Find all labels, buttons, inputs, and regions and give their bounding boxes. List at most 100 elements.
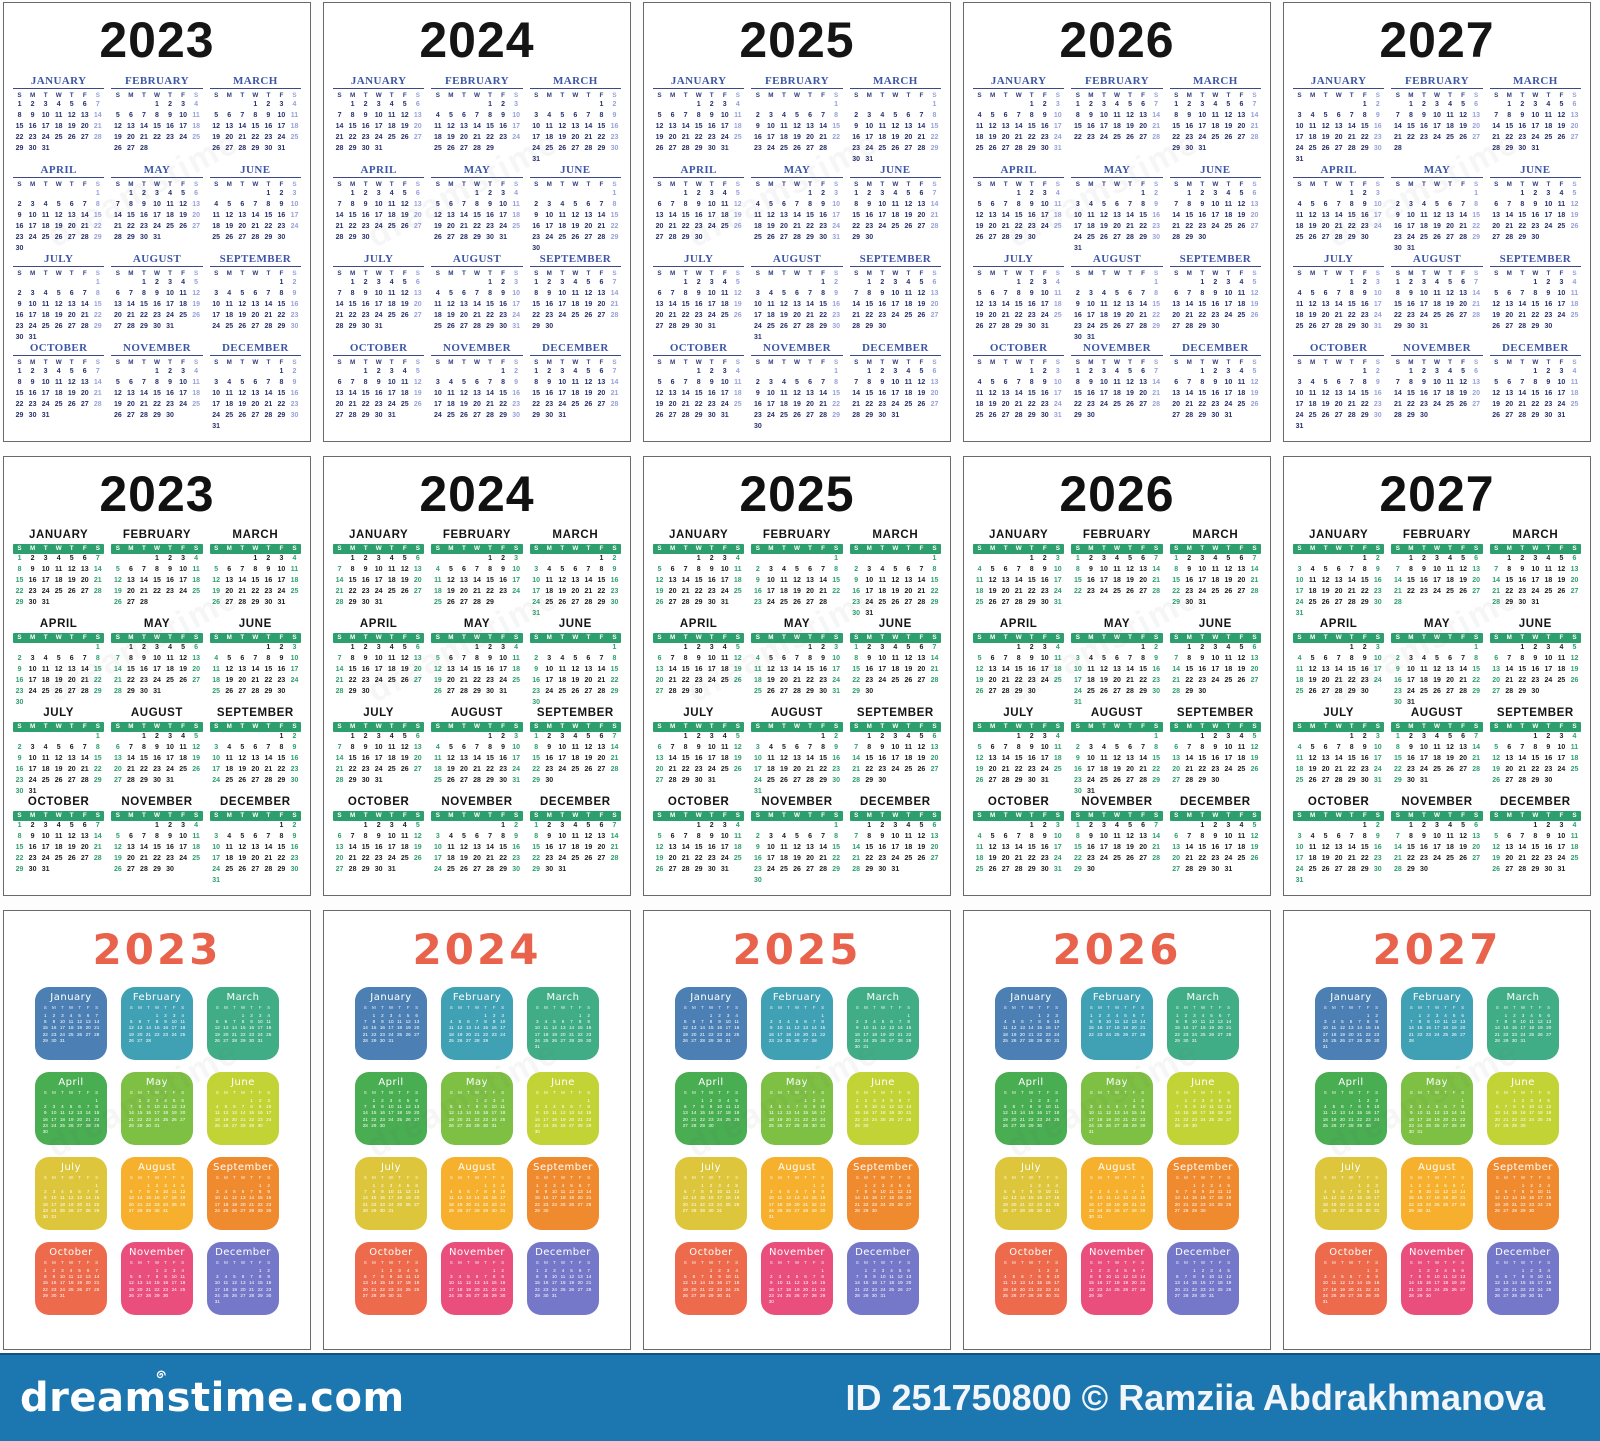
day-cell: 16 bbox=[852, 588, 861, 595]
weekday-letter: S bbox=[534, 92, 539, 99]
days-grid: 1 2 3 4 5 6 7 8 9 10 11 12 13 14 15 16 17 18 19 20 21 22 23 24 2… bbox=[850, 101, 941, 167]
day-cell: 12 bbox=[238, 301, 247, 308]
day-cell: 13 bbox=[413, 290, 422, 297]
day-cell: 5 bbox=[194, 733, 199, 740]
day-cell: 26 bbox=[225, 234, 234, 241]
days-grid: 1 2 3 4 5 6 7 8 9 10 11 12 13 14 15 16 17 18 19 20 21 22 23 24 2… bbox=[333, 733, 424, 788]
weekday-letter: F bbox=[1461, 723, 1466, 730]
day-cell: 8 bbox=[1154, 744, 1159, 751]
day-cell: 19 bbox=[433, 677, 442, 684]
weekday-letter: S bbox=[1154, 270, 1159, 277]
day-cell: 24 bbox=[1557, 312, 1566, 319]
weekday-letter: S bbox=[415, 545, 420, 552]
day-cell: 10 bbox=[179, 379, 187, 386]
day-cell: 9 bbox=[501, 112, 506, 119]
day-cell: 22 bbox=[348, 677, 357, 684]
day-cell: 2 bbox=[1408, 733, 1413, 740]
day-cell: 21 bbox=[1152, 123, 1161, 130]
day-cell: 6 bbox=[808, 112, 812, 119]
day-cell: 20 bbox=[655, 223, 664, 230]
day-cell: 14 bbox=[1152, 566, 1161, 573]
day-cell: 11 bbox=[1100, 755, 1108, 762]
month-name: DECEMBER bbox=[860, 796, 931, 808]
month-name: DECEMBER bbox=[849, 342, 941, 356]
day-cell: 23 bbox=[694, 677, 703, 684]
day-cell: 11 bbox=[166, 655, 174, 662]
weekday-letter: M bbox=[448, 181, 454, 188]
day-cell: 28 bbox=[1014, 412, 1023, 419]
weekday-letter: S bbox=[1395, 723, 1400, 730]
day-cell: 29 bbox=[1407, 412, 1415, 419]
day-cell: 13 bbox=[1172, 301, 1181, 308]
day-cell: 24 bbox=[832, 223, 841, 230]
day-cell: 16 bbox=[1087, 390, 1095, 397]
month-name: APRIL bbox=[999, 618, 1038, 630]
weekday-letter: W bbox=[1335, 723, 1342, 730]
day-cell: 23 bbox=[1040, 588, 1049, 595]
days-grid: 1 2 3 4 5 6 7 8 9 10 11 12 13 14 15 16 17 18 19 20 21 22 23 24 2… bbox=[1170, 644, 1261, 699]
day-cell: 21 bbox=[1152, 577, 1161, 584]
weekday-letter: M bbox=[226, 270, 232, 277]
day-cell: 23 bbox=[610, 134, 619, 141]
day-cell: 5 bbox=[1239, 644, 1244, 651]
day-cell: 11 bbox=[1570, 290, 1579, 297]
weekday-letter: T bbox=[1226, 92, 1231, 99]
day-cell: 5 bbox=[795, 833, 799, 840]
day-cell: 20 bbox=[251, 312, 260, 319]
day-cell: 3 bbox=[279, 555, 284, 562]
day-cell: 17 bbox=[720, 577, 729, 584]
day-cell: 10 bbox=[891, 379, 900, 386]
weekday-letter: F bbox=[1362, 545, 1367, 552]
weekday-letter: M bbox=[1186, 270, 1192, 277]
day-cell: 24 bbox=[1040, 766, 1049, 773]
month-name: OCTOBER bbox=[973, 342, 1065, 356]
day-cell: 13 bbox=[80, 379, 89, 386]
day-cell: 30 bbox=[486, 688, 494, 695]
weekday-letter: F bbox=[919, 181, 924, 188]
weekday-letter: T bbox=[488, 545, 492, 552]
day-cell: 9 bbox=[376, 833, 381, 840]
months-grid: JANUARY S M T W T F S 1 2 3 4 5 6 7 8 9 10 11 12 13 14 15 16 17 1… bbox=[644, 525, 950, 885]
day-cell: 3 bbox=[709, 644, 714, 651]
day-cell: 24 bbox=[1224, 401, 1233, 408]
day-cell: 28 bbox=[1152, 401, 1161, 408]
days-grid: 1 2 3 4 5 6 7 8 9 10 11 12 13 14 15 16 17 18 19 20 21 22 23 24 2… bbox=[1071, 555, 1162, 599]
days-grid: 1 2 3 4 5 6 7 8 9 10 11 12 13 14 15 16 17 18 19 20 21 22 23 24 2… bbox=[210, 555, 301, 610]
day-cell: 20 bbox=[1139, 390, 1147, 397]
day-cell: 11 bbox=[558, 212, 566, 219]
day-cell: 11 bbox=[1557, 655, 1566, 662]
day-cell: 26 bbox=[238, 866, 247, 873]
day-cell: 27 bbox=[1505, 777, 1514, 784]
day-cell: 1 bbox=[1075, 368, 1080, 375]
day-cell: 13 bbox=[1237, 566, 1246, 573]
day-cell: 11 bbox=[179, 744, 187, 751]
day-cell: 26 bbox=[1570, 223, 1579, 230]
day-cell: 9 bbox=[1088, 566, 1093, 573]
day-cell: 23 bbox=[499, 134, 507, 141]
month-name: JULY bbox=[653, 253, 745, 267]
day-cell: 20 bbox=[1126, 766, 1134, 773]
day-cell: 22 bbox=[499, 401, 507, 408]
day-cell: 19 bbox=[904, 666, 913, 673]
month-name: SEPTEMBER bbox=[529, 253, 621, 267]
weekday-letter: T bbox=[880, 812, 885, 819]
day-cell: 4 bbox=[43, 201, 48, 208]
day-cell: 19 bbox=[238, 401, 247, 408]
day-cell: 5 bbox=[227, 201, 232, 208]
day-cell: 17 bbox=[1295, 588, 1304, 595]
day-cell: 18 bbox=[225, 766, 234, 773]
weekday-letter: S bbox=[95, 270, 100, 277]
day-cell: 4 bbox=[1559, 644, 1564, 651]
month-name: SEPTEMBER bbox=[1489, 253, 1581, 267]
day-cell: 17 bbox=[1224, 390, 1233, 397]
weekday-letter: W bbox=[55, 812, 62, 819]
weekday-letter: S bbox=[834, 812, 839, 819]
weekday-letter: S bbox=[932, 181, 937, 188]
day-cell: 31 bbox=[512, 323, 521, 330]
day-cell: 5 bbox=[906, 190, 911, 197]
day-cell: 7 bbox=[1187, 744, 1192, 751]
weekday-letter: S bbox=[1474, 92, 1479, 99]
